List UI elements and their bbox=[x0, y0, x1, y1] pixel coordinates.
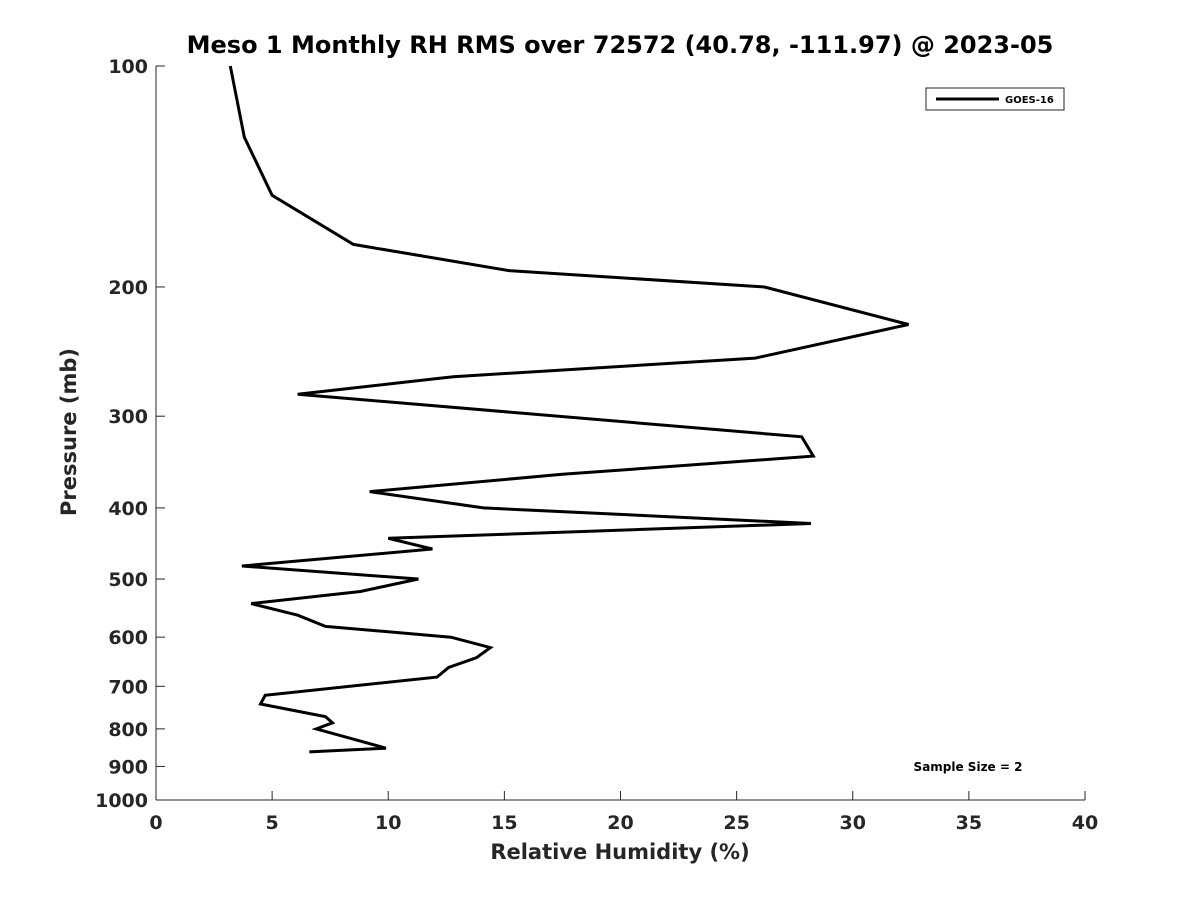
sample-size-annotation: Sample Size = 2 bbox=[914, 760, 1023, 774]
x-ticks: 0 5 10 15 20 25 30 35 40 bbox=[149, 791, 1098, 834]
x-tick-label: 20 bbox=[607, 812, 633, 834]
x-tick-label: 25 bbox=[723, 812, 749, 834]
y-tick-label: 700 bbox=[108, 676, 148, 698]
x-tick-label: 10 bbox=[375, 812, 401, 834]
y-tick-label: 800 bbox=[108, 719, 148, 741]
y-tick-label: 900 bbox=[108, 756, 148, 778]
y-axis-label: Pressure (mb) bbox=[57, 348, 81, 516]
y-tick-label: 500 bbox=[108, 569, 148, 591]
x-tick-label: 35 bbox=[956, 812, 982, 834]
x-tick-label: 15 bbox=[491, 812, 517, 834]
x-tick-label: 40 bbox=[1072, 812, 1098, 834]
y-tick-label: 400 bbox=[108, 498, 148, 520]
y-tick-label: 100 bbox=[108, 56, 148, 78]
x-axis-label: Relative Humidity (%) bbox=[490, 840, 749, 864]
y-tick-label: 300 bbox=[108, 406, 148, 428]
chart-title: Meso 1 Monthly RH RMS over 72572 (40.78,… bbox=[187, 31, 1054, 59]
x-tick-label: 5 bbox=[266, 812, 279, 834]
series-layer bbox=[228, 65, 909, 754]
y-tick-label: 600 bbox=[108, 627, 148, 649]
legend: GOES-16 bbox=[925, 87, 1065, 111]
x-tick-label: 0 bbox=[149, 812, 162, 834]
y-tick-label: 1000 bbox=[95, 790, 148, 812]
x-tick-label: 30 bbox=[840, 812, 866, 834]
legend-label: GOES-16 bbox=[1005, 95, 1054, 106]
series-line-goes-16 bbox=[228, 65, 909, 754]
y-tick-label: 200 bbox=[108, 277, 148, 299]
y-ticks: 100 200 300 400 500 600 700 800 900 1000 bbox=[95, 56, 165, 812]
axes bbox=[155, 66, 1085, 801]
